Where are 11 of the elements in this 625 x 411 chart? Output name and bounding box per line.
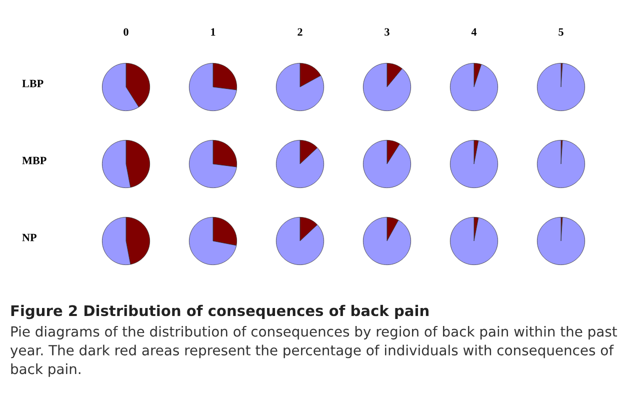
chart-title: 3 [384, 28, 390, 36]
text: MBP [22, 156, 46, 164]
chart-title: 1 [211, 28, 216, 36]
chart-title: 0 [124, 28, 128, 36]
text: NP [22, 234, 36, 242]
text: LBP [22, 80, 44, 88]
chart-title: 5 [558, 28, 564, 36]
text: Pie diagrams of the distribution of consequences by region of back pain within the past year. The dark red areas represent the percentage of individuals with consequences of back pain. [10, 326, 618, 377]
chart-title: 4 [471, 28, 477, 36]
chart-title: 2 [298, 28, 302, 36]
caption: Figure 2 Distribution of consequences of back pain [11, 304, 428, 320]
